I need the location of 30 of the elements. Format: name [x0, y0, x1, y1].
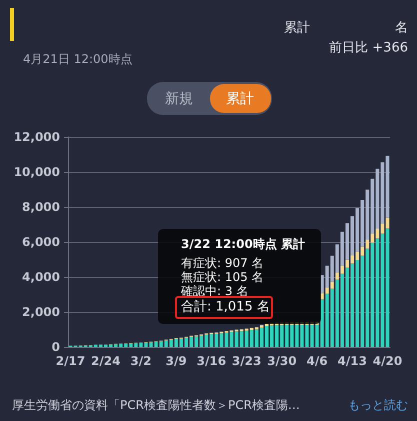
x-tick-label: 3/30 — [267, 354, 297, 368]
annotation: 3/22 12:00時点 累計 — [181, 237, 305, 251]
x-tick-label: 3/16 — [196, 354, 226, 368]
y-tick-label: 12,000 — [14, 130, 60, 144]
text: 新規 — [165, 91, 193, 107]
x-tick-label: 4/20 — [372, 354, 402, 368]
text: もっと読む — [348, 398, 408, 412]
chart-subtitle: 4月21日 12:00時点 — [23, 52, 132, 66]
x-tick-label: 3/2 — [130, 354, 152, 368]
x-tick-label: 3/9 — [166, 354, 187, 368]
annotation: 有症状: 907 名 — [181, 256, 264, 270]
text: 累計 — [284, 20, 310, 36]
y-tick-label: 2,000 — [22, 305, 60, 319]
x-tick-label: 2/17 — [56, 354, 86, 368]
annotation: 合計: 1,015 名 — [181, 300, 270, 314]
x-tick-label: 4/13 — [338, 354, 367, 368]
annotation: 無症状: 105 名 — [181, 270, 264, 284]
x-tick-label: 3/23 — [232, 354, 262, 368]
y-tick-label: 0 — [52, 340, 60, 354]
x-tick-label: 2/24 — [91, 354, 120, 368]
y-tick-label: 10,000 — [14, 165, 60, 179]
y-tick-label: 4,000 — [22, 270, 60, 284]
text: 厚生労働省の資料「PCR検査陽性者数＞PCR検査陽… — [12, 398, 300, 412]
x-tick-label: 4/6 — [306, 354, 328, 368]
text: 累計 — [226, 91, 254, 107]
annotation: 確認中: 3 名 — [180, 284, 248, 298]
y-tick-label: 8,000 — [22, 200, 60, 214]
text: 名 — [395, 20, 408, 36]
text: 前日比 +366 — [329, 40, 408, 56]
y-tick-label: 6,000 — [22, 235, 60, 249]
